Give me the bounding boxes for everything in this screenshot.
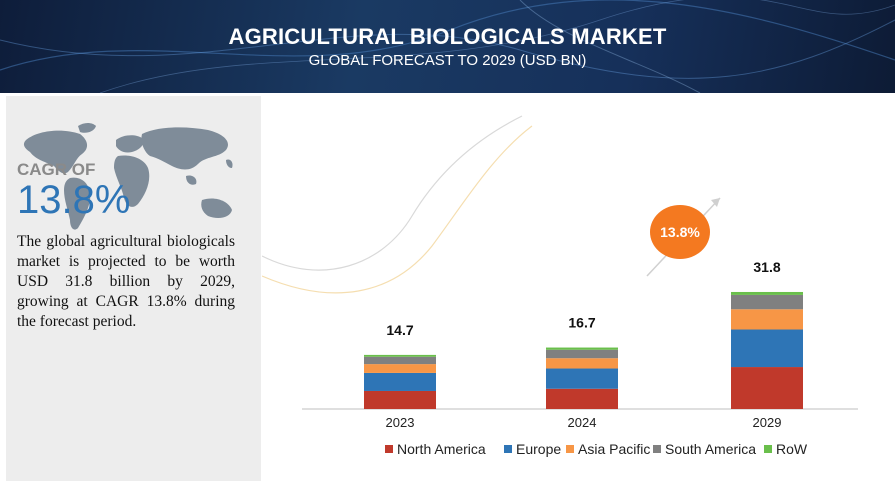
bar-segment-row-2024 bbox=[546, 347, 618, 350]
bar-segment-south-america-2023 bbox=[364, 356, 436, 365]
label-group: 14.7 2023 16.7 2024 31.8 2029 bbox=[386, 259, 782, 430]
bar-segment-asia-pacific-2029 bbox=[731, 309, 803, 330]
legend-swatch-south-america bbox=[653, 445, 661, 453]
bar-segment-asia-pacific-2024 bbox=[546, 358, 618, 369]
header-banner: AGRICULTURAL BIOLOGICALS MARKET GLOBAL F… bbox=[0, 0, 895, 93]
bar-segment-north-america-2029 bbox=[731, 367, 803, 409]
growth-arrow-head bbox=[711, 198, 720, 207]
bar-segment-south-america-2024 bbox=[546, 349, 618, 359]
total-label-2023: 14.7 bbox=[386, 322, 413, 338]
bar-segment-asia-pacific-2023 bbox=[364, 364, 436, 373]
legend-label-north-america: North America bbox=[397, 441, 486, 457]
bar-segment-north-america-2024 bbox=[546, 388, 618, 409]
legend-swatch-asia-pacific bbox=[566, 445, 574, 453]
bar-segment-row-2023 bbox=[364, 354, 436, 357]
legend-label-europe: Europe bbox=[516, 441, 561, 457]
chart-title: AGRICULTURAL BIOLOGICALS MARKET bbox=[228, 24, 667, 49]
banner-decoration bbox=[0, 0, 895, 93]
chart-subtitle: GLOBAL FORECAST TO 2029 (USD BN) bbox=[308, 52, 587, 69]
bar-segment-row-2029 bbox=[731, 291, 803, 295]
x-tick-label-2024: 2024 bbox=[568, 415, 597, 430]
legend-label-south-america: South America bbox=[665, 441, 756, 457]
market-description: The global agricultural biologicals mark… bbox=[17, 233, 235, 330]
x-tick-label-2029: 2029 bbox=[753, 415, 782, 430]
cagr-badge-label: 13.8% bbox=[660, 224, 700, 240]
legend: North America Europe Asia Pacific South Ame… bbox=[385, 441, 808, 457]
legend-swatch-row bbox=[764, 445, 772, 453]
x-tick-label-2023: 2023 bbox=[386, 415, 415, 430]
bar-group bbox=[364, 291, 803, 409]
total-label-2024: 16.7 bbox=[568, 315, 595, 331]
stacked-bar-chart: 14.7 2023 16.7 2024 31.8 2029 13.8% North Ame… bbox=[262, 115, 858, 457]
total-label-2029: 31.8 bbox=[753, 259, 780, 275]
bar-segment-north-america-2023 bbox=[364, 390, 436, 409]
bar-segment-europe-2029 bbox=[731, 329, 803, 368]
bar-segment-europe-2024 bbox=[546, 368, 618, 389]
legend-label-asia-pacific: Asia Pacific bbox=[578, 441, 650, 457]
cagr-value: 13.8% bbox=[17, 178, 131, 222]
legend-swatch-europe bbox=[504, 445, 512, 453]
world-map-icon bbox=[23, 123, 233, 230]
cagr-label: CAGR OF bbox=[17, 160, 96, 179]
bar-segment-europe-2023 bbox=[364, 372, 436, 391]
legend-label-row: RoW bbox=[776, 441, 808, 457]
bar-segment-south-america-2029 bbox=[731, 294, 803, 310]
summary-panel bbox=[6, 96, 261, 481]
legend-swatch-north-america bbox=[385, 445, 393, 453]
cagr-badge bbox=[650, 205, 710, 259]
